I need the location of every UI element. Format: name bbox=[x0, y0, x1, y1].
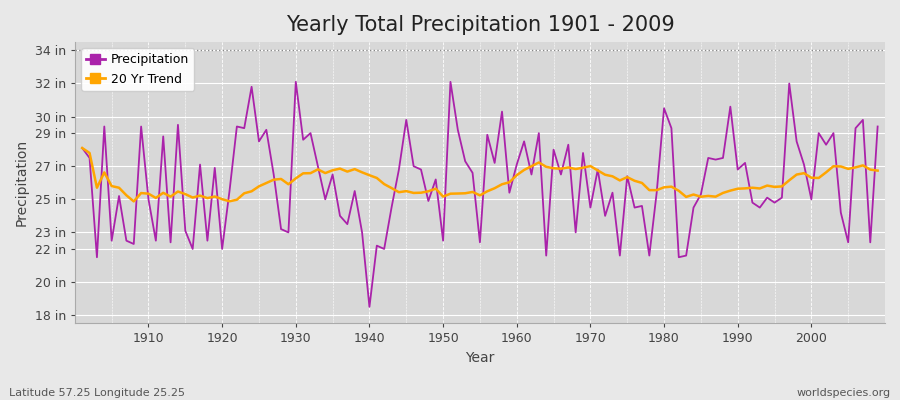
Text: Latitude 57.25 Longitude 25.25: Latitude 57.25 Longitude 25.25 bbox=[9, 388, 185, 398]
X-axis label: Year: Year bbox=[465, 351, 495, 365]
Y-axis label: Precipitation: Precipitation bbox=[15, 139, 29, 226]
Text: worldspecies.org: worldspecies.org bbox=[796, 388, 891, 398]
Legend: Precipitation, 20 Yr Trend: Precipitation, 20 Yr Trend bbox=[81, 48, 194, 91]
Title: Yearly Total Precipitation 1901 - 2009: Yearly Total Precipitation 1901 - 2009 bbox=[285, 15, 674, 35]
